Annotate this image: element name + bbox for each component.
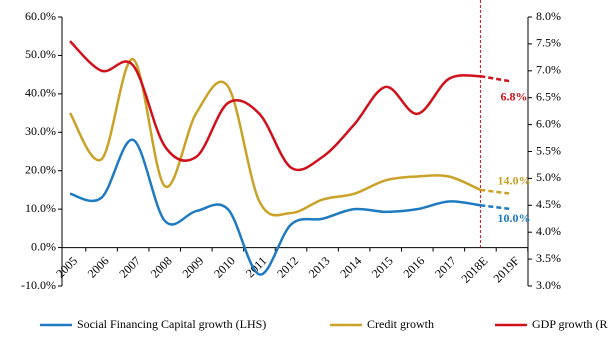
value-label: 6.8% <box>501 89 528 103</box>
x-tick-label: 2011 <box>243 254 270 281</box>
x-tick-label: 2013 <box>306 254 333 281</box>
y-tick-label: 20.0% <box>25 162 56 176</box>
y-tick-label: 60.0% <box>25 9 56 23</box>
x-tick-label: 2006 <box>85 254 112 281</box>
y2-tick-label: 7.5% <box>536 36 561 50</box>
series-line <box>68 58 481 217</box>
series-line <box>69 138 481 276</box>
y-tick-label: 40.0% <box>25 86 56 100</box>
x-tick-label: 2017 <box>432 254 459 281</box>
y2-tick-label: 5.0% <box>536 170 561 184</box>
value-label: 14.0% <box>498 174 531 188</box>
value-label: 10.0% <box>498 211 531 225</box>
forecast-line <box>480 204 513 211</box>
x-tick-label: 2005 <box>53 254 80 281</box>
y2-tick-label: 4.5% <box>536 197 561 211</box>
y2-tick-label: 3.0% <box>536 278 561 292</box>
y2-tick-label: 3.5% <box>536 251 561 265</box>
y2-tick-label: 6.5% <box>536 89 561 103</box>
y-tick-label: -10.0% <box>21 278 56 292</box>
forecast-line <box>480 188 513 196</box>
y2-tick-label: 7.0% <box>536 63 561 77</box>
forecast-line <box>480 74 513 83</box>
x-tick-label: 2016 <box>400 254 427 281</box>
y2-tick-label: 6.0% <box>536 116 561 130</box>
y2-tick-label: 8.0% <box>536 9 561 23</box>
legend-label: Social Financing Capital growth (LHS) <box>77 317 266 331</box>
x-tick-label: 2010 <box>211 254 238 281</box>
y-tick-label: 0.0% <box>31 239 56 253</box>
y-tick-label: 10.0% <box>25 201 56 215</box>
y2-tick-label: 5.5% <box>536 143 561 157</box>
series-line <box>69 40 481 172</box>
x-tick-label: 2019F <box>490 254 522 286</box>
x-tick-label: 2014 <box>337 254 364 281</box>
x-tick-label: 2009 <box>179 254 206 281</box>
x-tick-label: 2008 <box>148 254 175 281</box>
y2-tick-label: 4.0% <box>536 224 561 238</box>
legend-label: Credit growth <box>367 317 434 331</box>
x-tick-label: 2015 <box>369 254 396 281</box>
legend-label: GDP growth (RHS) <box>532 317 608 331</box>
y-tick-label: 50.0% <box>25 47 56 61</box>
x-tick-label: 2018E <box>458 254 490 286</box>
x-tick-label: 2012 <box>274 254 301 281</box>
y-tick-label: 30.0% <box>25 124 56 138</box>
x-tick-label: 2007 <box>116 254 143 281</box>
